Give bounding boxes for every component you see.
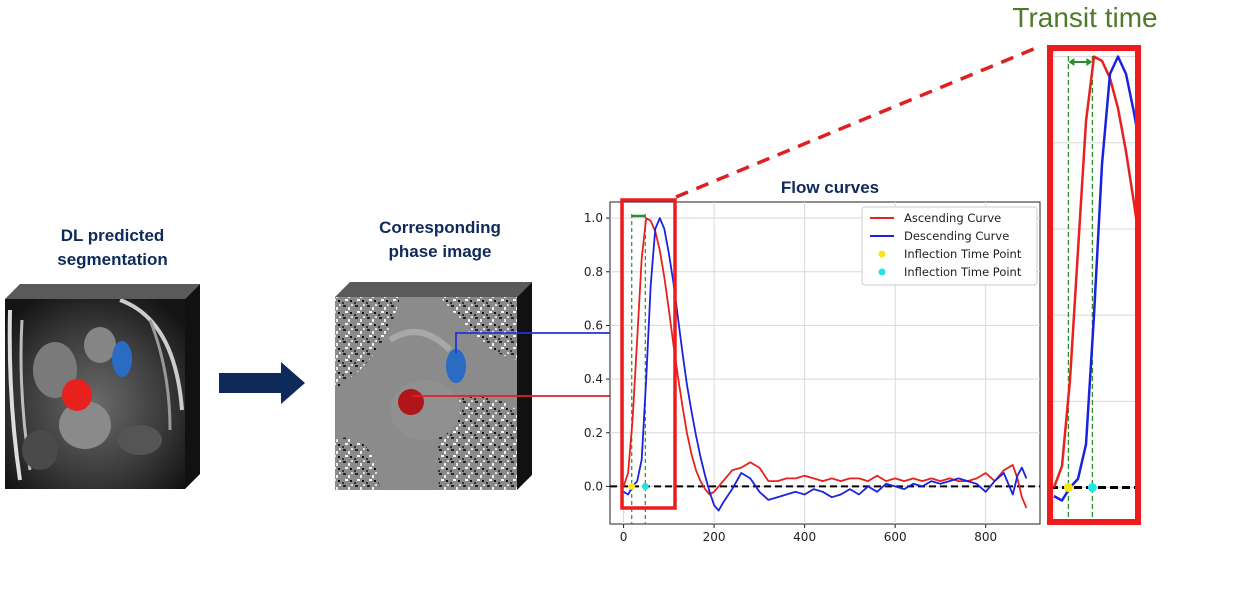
x-tick-label: 600: [884, 530, 907, 544]
descending-connector: [455, 325, 652, 353]
legend-inflection-yellow-swatch: [878, 250, 886, 258]
segmentation-title: DL predicted segmentation: [25, 224, 200, 272]
legend-descending-label: Descending Curve: [904, 229, 1009, 243]
phase-image-title: Corresponding phase image: [345, 216, 535, 264]
phase-noise: [335, 297, 517, 490]
segmentation-title-line2: segmentation: [57, 250, 168, 269]
legend-inflection-cyan-label: Inflection Time Point: [904, 265, 1022, 279]
y-tick-label: 0.8: [584, 265, 603, 279]
tick-labels: 0 200 400 600 800 0.0 0.2 0.4 0.6 0.8 1.0: [584, 211, 997, 544]
transit-lines: [631, 214, 646, 524]
phase-descending-roi: [446, 349, 466, 383]
phase-cube-side-face: [517, 282, 532, 490]
legend-inflection-cyan-swatch: [878, 268, 886, 276]
y-tick-label: 0.6: [584, 318, 603, 332]
transit-arrow-head-left: [1068, 58, 1075, 66]
phase-image-title-line1: Corresponding: [379, 218, 501, 237]
phase-image-title-line2: phase image: [388, 242, 492, 261]
zoom-transit-lines: [1067, 56, 1094, 522]
zoom-inflection-points: [1063, 483, 1097, 493]
x-tick-label: 800: [974, 530, 997, 544]
inflection-points: [628, 482, 649, 490]
chart-title: Flow curves: [780, 178, 880, 197]
legend-inflection-yellow-label: Inflection Time Point: [904, 247, 1022, 261]
descending-aorta-mask: [112, 341, 132, 377]
segmentation-title-line1: DL predicted: [60, 226, 165, 245]
legend-ascending-label: Ascending Curve: [904, 211, 1001, 225]
zoom-dashed-line: [675, 46, 1037, 199]
mri-anatomy: [7, 299, 184, 481]
inflection-point-yellow: [628, 482, 636, 490]
zoom-highlight-box: [1047, 45, 1141, 525]
x-tick-label: 400: [793, 530, 816, 544]
descending-curve-line: [623, 217, 1028, 512]
transit-time-arrow-icon: [1068, 58, 1093, 66]
cube-side-face: [185, 284, 200, 489]
zoom-panel: [1047, 45, 1141, 525]
ascending-aorta-mask: [62, 379, 92, 411]
y-tick-label: 0.2: [584, 426, 603, 440]
legend-frame: [861, 206, 1038, 286]
cube-top-face: [5, 284, 200, 299]
zoom-inflection-point-cyan: [1087, 483, 1097, 493]
highlight-box: [620, 198, 677, 510]
x-tick-label: 0: [620, 530, 628, 544]
transit-time-title: Transit time: [1012, 2, 1158, 33]
transit-arrow-head-right: [1086, 58, 1093, 66]
y-tick-label: 1.0: [584, 211, 603, 225]
segmentation-cube: [5, 284, 200, 489]
zoom-series-lines: [1052, 55, 1138, 502]
y-tick-label: 0.4: [584, 372, 603, 386]
phase-cube-top-face: [335, 282, 532, 297]
inflection-point-cyan: [641, 482, 649, 490]
zoom-descending-curve-line: [1053, 55, 1138, 502]
x-tick-label: 200: [703, 530, 726, 544]
zoom-inflection-point-yellow: [1063, 483, 1073, 493]
legend: Ascending Curve Descending Curve Inflect…: [861, 206, 1038, 286]
y-tick-label: 0.0: [584, 479, 603, 493]
series-lines: [622, 217, 1028, 512]
zoom-ascending-curve-line: [1052, 55, 1138, 488]
process-arrow-icon: [219, 362, 305, 404]
phase-image-cube: [335, 282, 532, 490]
flow-curves-chart: 0 200 400 600 800 0.0 0.2 0.4 0.6 0.8 1.0 Ascendin…: [584, 198, 1041, 544]
